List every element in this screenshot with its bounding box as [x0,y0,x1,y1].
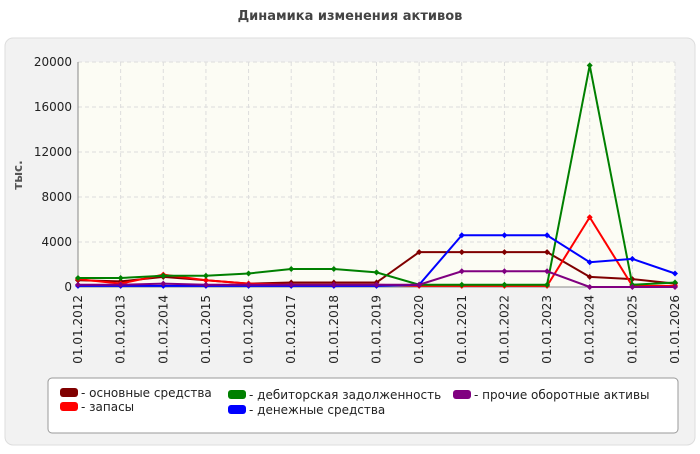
point [501,268,508,275]
legend-swatch [60,388,78,397]
legend-label: - основные средства [81,386,212,400]
point [544,232,551,239]
x-tick-label: 01.01.2013 [114,295,128,364]
point [117,281,124,288]
point [586,284,593,290]
y-tick-label: 4000 [41,235,72,249]
y-tick-label: 20000 [34,55,72,69]
point [586,62,593,69]
point [629,284,636,290]
legend-swatch [228,405,246,414]
point [458,249,465,256]
point [288,266,295,272]
point [202,277,209,284]
x-tick-label: 01.01.2015 [199,295,213,364]
point [458,268,465,275]
y-tick-label: 16000 [34,100,72,114]
y-tick-label: 8000 [41,190,72,204]
legend-label: - прочие оборотные активы [474,388,650,402]
point [202,281,209,288]
point [75,275,81,281]
x-tick-label: 01.01.2023 [540,295,554,364]
point [245,270,252,277]
x-tick-label: 01.01.2021 [455,295,469,364]
point [288,281,295,288]
x-tick-label: 01.01.2024 [583,295,597,364]
y-tick-label: 12000 [34,145,72,159]
point [501,249,508,256]
point [501,232,508,239]
point [458,232,465,239]
legend [47,377,679,434]
point [117,275,124,281]
point [672,284,678,290]
x-tick-label: 01.01.2014 [156,295,170,364]
point [544,249,551,256]
point [373,281,380,288]
chart-title: Динамика изменения активов [238,9,463,24]
x-tick-label: 01.01.2017 [284,295,298,364]
x-tick-label: 01.01.2026 [668,295,682,364]
legend-swatch [453,390,471,399]
point [501,281,508,288]
x-tick-label: 01.01.2016 [242,295,256,364]
point [672,270,678,277]
y-tick-label: 0 [64,280,72,294]
point [373,269,380,276]
point [160,280,167,287]
point [416,281,423,288]
point [586,273,593,280]
y-axis-label: тыс. [11,160,25,189]
x-tick-label: 01.01.2020 [412,295,426,364]
point [245,281,252,288]
x-tick-label: 01.01.2012 [71,295,85,364]
point [330,266,337,272]
legend-label: - денежные средства [249,403,385,417]
point [416,249,423,256]
point [586,214,593,221]
point [75,281,81,288]
point [544,281,551,288]
x-tick-label: 01.01.2019 [370,295,384,364]
point [586,259,593,266]
x-tick-label: 01.01.2018 [327,295,341,364]
point [458,281,465,288]
x-tick-label: 01.01.2025 [625,295,639,364]
legend-swatch [60,402,78,411]
point [330,281,337,288]
point [160,272,167,279]
legend-swatch [228,390,246,399]
point [672,279,678,286]
x-tick-label: 01.01.2022 [497,295,511,364]
point [629,255,636,262]
point [544,268,551,275]
point [202,272,209,279]
legend-label: - дебиторская задолженность [249,388,441,402]
legend-label: - запасы [81,400,134,414]
